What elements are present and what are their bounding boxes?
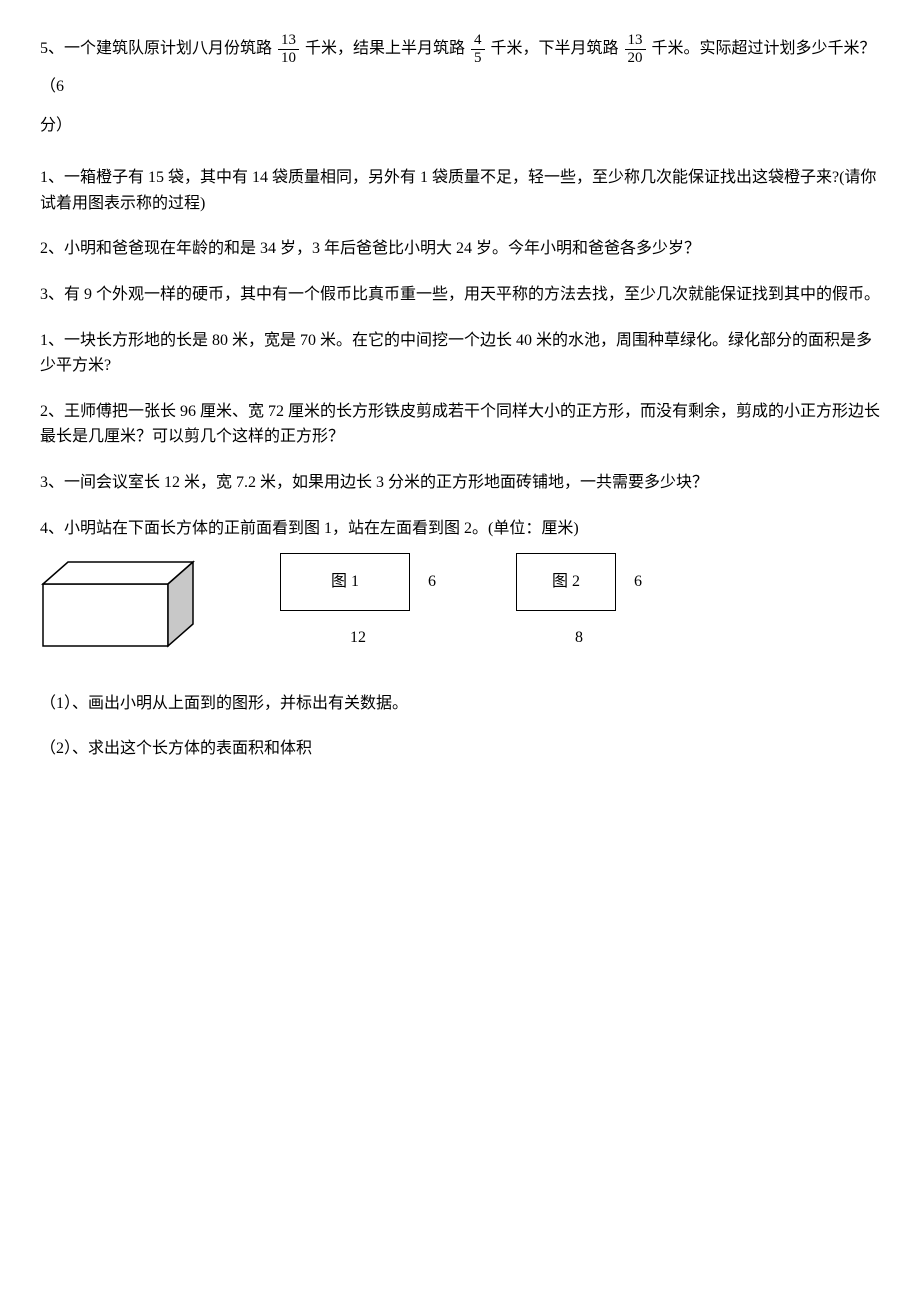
q5-text-2: 千米，结果上半月筑路	[305, 40, 469, 57]
fraction-1: 13 10	[278, 32, 299, 66]
figure-1-box: 图 1	[280, 553, 410, 611]
set1-question-1: 1、一箱橙子有 15 袋，其中有 14 袋质量相同，另外有 1 袋质量不足，轻一…	[40, 165, 880, 216]
fraction-3: 13 20	[625, 32, 646, 66]
figure-2-row: 图 2 6	[516, 553, 642, 611]
figure-2-label: 图 2	[552, 569, 580, 595]
set2-question-4: 4、小明站在下面长方体的正前面看到图 1，站在左面看到图 2。(单位：厘米)	[40, 516, 880, 542]
set1-question-2: 2、小明和爸爸现在年龄的和是 34 岁，3 年后爸爸比小明大 24 岁。今年小明…	[40, 236, 880, 262]
figure-1-bottom-label: 12	[350, 625, 366, 651]
figure-1-label: 图 1	[331, 569, 359, 595]
set2-question-2: 2、王师傅把一张长 96 厘米、宽 72 厘米的长方形铁皮剪成若干个同样大小的正…	[40, 399, 880, 450]
fraction-2: 4 5	[471, 32, 485, 66]
sub-question-1: （1）、画出小明从上面到的图形，并标出有关数据。	[40, 691, 880, 717]
frac-num: 13	[278, 32, 299, 50]
cuboid-icon	[40, 559, 200, 649]
set2-question-3: 3、一间会议室长 12 米，宽 7.2 米，如果用边长 3 分米的正方形地面砖铺…	[40, 470, 880, 496]
frac-den: 10	[278, 50, 299, 67]
set1-question-3: 3、有 9 个外观一样的硬币，其中有一个假币比真币重一些，用天平称的方法去找，至…	[40, 282, 880, 308]
frac-num: 4	[471, 32, 485, 50]
frac-num: 13	[625, 32, 646, 50]
figure-2-box: 图 2	[516, 553, 616, 611]
frac-den: 5	[471, 50, 485, 67]
figure-2-group: 图 2 6 8	[516, 553, 642, 651]
figure-2-side-label: 6	[634, 569, 642, 595]
figure-1-side-label: 6	[428, 569, 436, 595]
figure-1-group: 图 1 6 12	[280, 553, 436, 651]
question-5: 5、一个建筑队原计划八月份筑路 13 10 千米，结果上半月筑路 4 5 千米，…	[40, 30, 880, 145]
figure-2-bottom-label: 8	[575, 625, 583, 651]
frac-den: 20	[625, 50, 646, 67]
diagram-row: 图 1 6 12 图 2 6 8	[40, 553, 880, 651]
q5-text-1: 5、一个建筑队原计划八月份筑路	[40, 40, 276, 57]
q5-text-5: 分）	[40, 117, 72, 134]
set2-question-1: 1、一块长方形地的长是 80 米，宽是 70 米。在它的中间挖一个边长 40 米…	[40, 328, 880, 379]
figure-1-row: 图 1 6	[280, 553, 436, 611]
q5-text-3: 千米，下半月筑路	[491, 40, 623, 57]
sub-question-2: （2）、求出这个长方体的表面积和体积	[40, 736, 880, 762]
